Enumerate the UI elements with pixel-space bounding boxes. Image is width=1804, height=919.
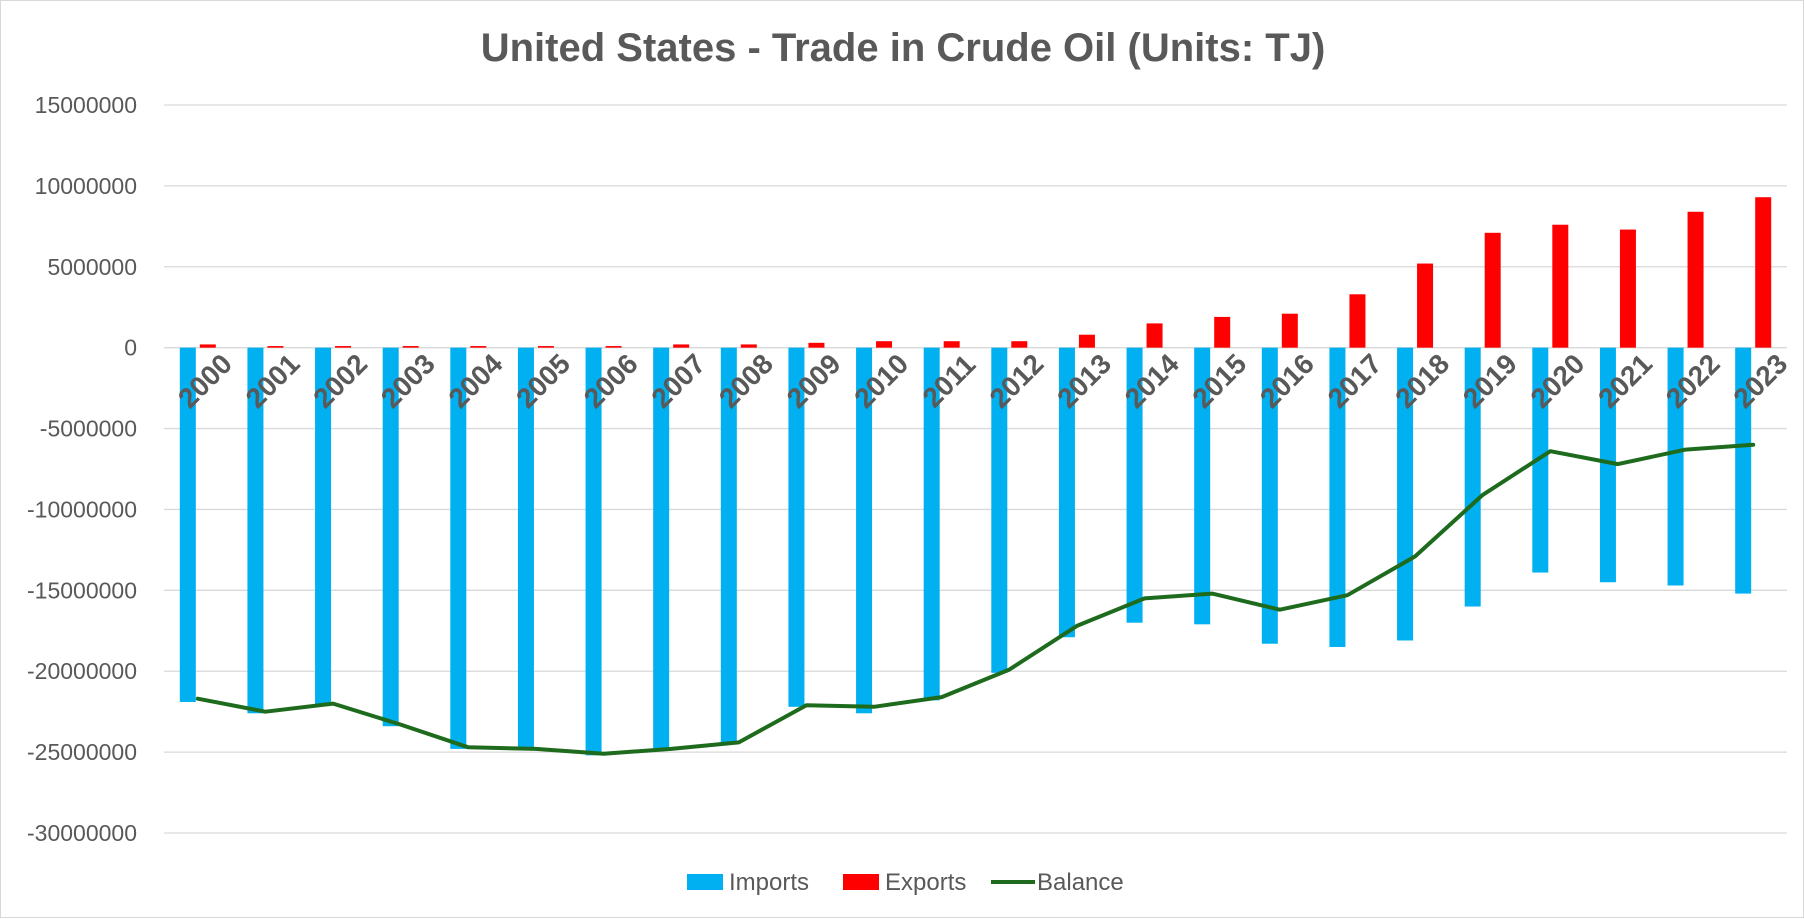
y-tick-label: -15000000 — [27, 577, 137, 603]
legend-label-balance: Balance — [1037, 869, 1124, 896]
exports-bar — [673, 344, 690, 348]
exports-bar — [1619, 229, 1636, 348]
chart-title: United States - Trade in Crude Oil (Unit… — [481, 26, 1326, 70]
y-tick-label: 15000000 — [35, 92, 137, 118]
exports-bar — [1755, 197, 1772, 348]
legend-swatch-exports — [843, 874, 879, 890]
imports-bar — [923, 347, 940, 701]
legend-label-exports: Exports — [885, 869, 966, 896]
imports-bar — [991, 347, 1008, 673]
legend-item-exports[interactable]: Exports — [843, 869, 966, 896]
imports-bar — [1532, 347, 1549, 573]
exports-bar — [1552, 224, 1569, 348]
exports-bar — [740, 344, 757, 348]
exports-bar — [1146, 323, 1163, 348]
exports-bar — [267, 346, 284, 348]
exports-bar — [1011, 341, 1028, 348]
exports-bar — [605, 346, 622, 348]
legend-item-imports[interactable]: Imports — [687, 869, 809, 896]
exports-bar — [1281, 313, 1298, 348]
exports-bar — [1484, 232, 1501, 348]
imports-bar — [517, 347, 534, 751]
imports-bar — [1329, 347, 1346, 647]
imports-bar — [382, 347, 399, 727]
balance-line — [195, 442, 1756, 756]
imports-bar — [1599, 347, 1616, 583]
y-tick-label: -20000000 — [27, 658, 137, 684]
legend-item-balance[interactable]: Balance — [991, 869, 1124, 896]
imports-bar — [585, 347, 602, 756]
imports-bar — [179, 347, 196, 702]
exports-bar — [470, 346, 487, 348]
y-tick-label: 0 — [124, 335, 137, 361]
imports-bar — [1194, 347, 1211, 625]
imports-bar — [653, 347, 670, 751]
exports-bar — [808, 342, 825, 348]
imports-bar — [1126, 347, 1143, 623]
imports-bar — [788, 347, 805, 707]
y-tick-label: 5000000 — [47, 254, 137, 280]
imports-bar — [856, 347, 873, 714]
imports-bar — [1058, 347, 1075, 638]
imports-bar — [1261, 347, 1278, 644]
imports-bar — [315, 347, 332, 706]
exports-bar — [1078, 334, 1095, 348]
exports-bar — [1349, 294, 1366, 348]
imports-bar — [1397, 347, 1414, 641]
exports-bar — [402, 346, 419, 348]
y-tick-label: 10000000 — [35, 173, 137, 199]
y-axis-tick-labels: 15000000 10000000 5000000 0 -5000000 -1000000… — [27, 92, 137, 846]
imports-bar — [247, 347, 264, 714]
imports-bar — [450, 347, 467, 749]
imports-bar — [1735, 347, 1752, 594]
gridlines — [164, 104, 1787, 834]
exports-bar — [1687, 211, 1704, 348]
y-tick-label: -25000000 — [27, 739, 137, 765]
imports-bar — [1464, 347, 1481, 607]
imports-bar — [1667, 347, 1684, 586]
legend[interactable]: Imports Exports Balance — [687, 869, 1124, 896]
y-tick-label: -5000000 — [40, 416, 137, 442]
exports-bar — [537, 346, 554, 348]
x-axis-tick-labels: 2000 2001 2002 2003 2004 2005 2006 2007 2008 2009… — [172, 348, 1793, 414]
exports-bar — [199, 344, 216, 348]
y-tick-label: -30000000 — [27, 820, 137, 846]
exports-bar — [1417, 263, 1434, 348]
legend-label-imports: Imports — [729, 869, 809, 896]
exports-bar — [335, 346, 352, 348]
exports-bar — [1214, 316, 1231, 348]
legend-swatch-imports — [687, 874, 723, 890]
bar-series — [179, 197, 1772, 756]
y-tick-label: -10000000 — [27, 496, 137, 522]
exports-bar — [943, 341, 960, 348]
line-series — [195, 442, 1756, 756]
exports-bar — [876, 341, 893, 348]
imports-bar — [720, 347, 737, 743]
